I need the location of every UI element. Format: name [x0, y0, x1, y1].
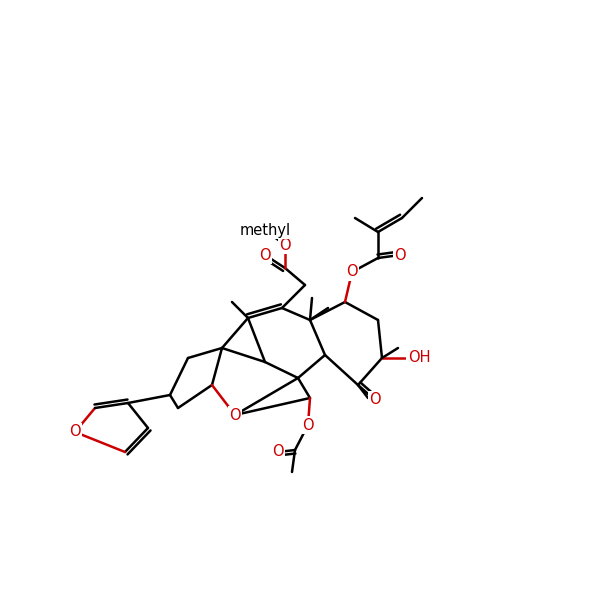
Text: O: O	[229, 407, 241, 422]
Text: OH: OH	[408, 350, 431, 365]
Text: methyl: methyl	[239, 223, 290, 238]
Text: O: O	[272, 445, 284, 460]
Text: O: O	[346, 265, 358, 280]
Text: O: O	[394, 247, 406, 263]
Text: O: O	[259, 247, 271, 263]
Text: O: O	[279, 238, 291, 253]
Text: O: O	[69, 425, 81, 439]
Text: O: O	[369, 392, 381, 407]
Text: O: O	[302, 418, 314, 433]
